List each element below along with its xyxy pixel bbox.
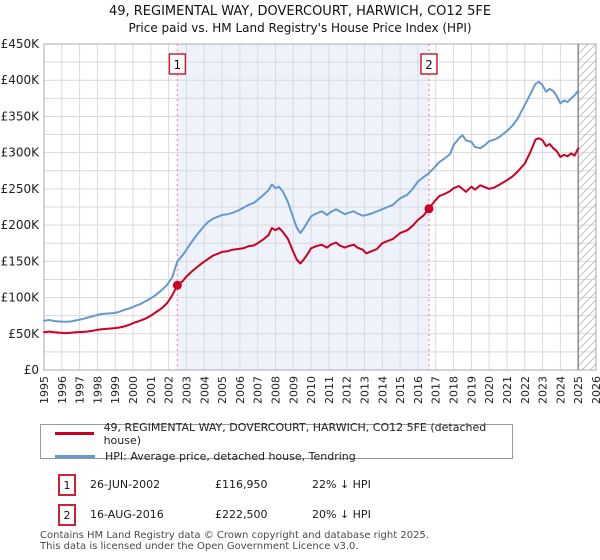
x-axis-label: 2023 (537, 376, 550, 404)
transaction-row-2: 2 16-AUG-2016 £222,500 20% ↓ HPI (0, 504, 600, 526)
y-axis-label: £250K (1, 182, 41, 196)
sale-point-1 (172, 280, 182, 290)
transaction-2-date: 16-AUG-2016 (90, 508, 164, 521)
title-block: 49, REGIMENTAL WAY, DOVERCOURT, HARWICH,… (0, 3, 600, 36)
future-hatch-region (578, 44, 596, 370)
footer-line-1: Contains HM Land Registry data © Crown c… (40, 530, 429, 541)
x-axis-label: 2008 (269, 376, 282, 404)
x-axis-label: 1998 (91, 376, 104, 404)
property-price-line (43, 137, 580, 335)
chart-subtitle: Price paid vs. HM Land Registry's House … (128, 21, 472, 35)
x-axis-label: 1995 (38, 376, 51, 404)
hpi-line (43, 80, 580, 323)
transaction-1-vs-hpi: 22% ↓ HPI (312, 478, 371, 491)
sale-marker-box-1 (168, 53, 187, 75)
transaction-2-price: £222,500 (215, 508, 268, 521)
x-axis-label: 1997 (74, 376, 87, 404)
y-axis-label: £350K (1, 109, 41, 123)
license-footer: Contains HM Land Registry data © Crown c… (40, 530, 429, 552)
transaction-1-price: £116,950 (215, 478, 268, 491)
y-axis-label: £450K (1, 37, 41, 51)
y-axis-label: £300K (1, 146, 41, 160)
chart-title: 49, REGIMENTAL WAY, DOVERCOURT, HARWICH,… (108, 4, 492, 19)
x-axis-label: 2025 (572, 376, 585, 404)
x-axis-label: 2015 (394, 376, 407, 404)
x-axis-label: 2003 (180, 376, 193, 404)
y-axis-label: £0 (24, 363, 39, 377)
x-axis-label: 2001 (145, 376, 158, 404)
legend-item-hpi: HPI: Average price, detached house, Tend… (55, 450, 512, 463)
x-axis-label: 1999 (109, 376, 122, 404)
y-axis-label: £200K (1, 218, 41, 232)
x-axis-label: 2021 (501, 376, 514, 404)
x-axis-label: 2019 (465, 376, 478, 404)
x-axis-label: 1996 (56, 376, 69, 404)
price-history-chart: 1 2 £0 £50K £100K £150K £200K £250K £300K £350K £4… (1, 37, 600, 404)
x-axis-label: 2000 (127, 376, 140, 404)
x-axis-label: 2005 (216, 376, 229, 404)
legend-item-label: 49, REGIMENTAL WAY, DOVERCOURT, HARWICH,… (103, 420, 487, 447)
x-axis-label: 2022 (519, 376, 532, 404)
transaction-2-vs-hpi: 20% ↓ HPI (312, 508, 371, 521)
x-axis-label: 2024 (554, 376, 567, 404)
x-axis-label: 2020 (483, 376, 496, 404)
hpi-line-swatch (55, 454, 95, 458)
x-axis-label: 2013 (359, 376, 372, 404)
x-axis-label: 2017 (430, 376, 443, 404)
x-axis-label: 2010 (305, 376, 318, 404)
x-axis-label: 2026 (590, 376, 600, 404)
x-axis-label: 2016 (412, 376, 425, 404)
y-axis-label: £400K (1, 73, 41, 87)
x-axis-label: 2009 (287, 376, 300, 404)
sale-point-2 (424, 204, 434, 214)
legend-item-property: 49, REGIMENTAL WAY, DOVERCOURT, HARWICH,… (55, 421, 512, 447)
x-axis-label: 2004 (198, 376, 211, 404)
x-axis-label: 2002 (163, 376, 176, 404)
plot-border (43, 43, 597, 371)
x-axis-label: 2006 (234, 376, 247, 404)
y-axis-label: £100K (1, 291, 41, 305)
sale-marker-box-2 (420, 53, 438, 75)
transaction-1-date: 26-JUN-2002 (90, 478, 161, 491)
y-axis-label: £150K (1, 254, 41, 268)
transaction-row-1: 1 26-JUN-2002 £116,950 22% ↓ HPI (0, 474, 600, 496)
transaction-2-marker: 2 (58, 504, 76, 526)
transaction-1-marker: 1 (58, 474, 76, 496)
x-axis-label: 2007 (252, 376, 265, 404)
x-axis-label: 2014 (376, 376, 389, 404)
footer-line-2: This data is licensed under the Open Gov… (40, 541, 359, 552)
sale-marker-label-1: 1 (174, 58, 182, 72)
property-line-swatch (55, 432, 94, 435)
legend-item-label: HPI: Average price, detached house, Tend… (105, 449, 356, 463)
x-axis-label: 2018 (448, 376, 461, 404)
y-axis-label: £50K (8, 327, 40, 341)
x-axis-label: 2012 (341, 376, 354, 404)
x-axis-label: 2011 (323, 376, 336, 404)
chart-legend: 49, REGIMENTAL WAY, DOVERCOURT, HARWICH,… (40, 421, 513, 463)
sale-marker-label-2: 2 (425, 58, 433, 72)
